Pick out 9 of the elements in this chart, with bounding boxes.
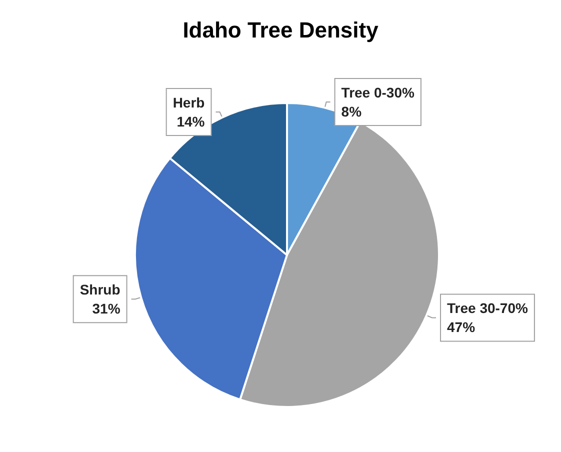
slice-label: Shrub [80, 282, 120, 298]
data-label: 47% [447, 319, 476, 336]
slice-label: Tree 0-30% [341, 84, 416, 100]
data-label: 14% [176, 114, 206, 130]
slice-label: Herb [172, 94, 205, 111]
chart-title: Idaho Tree Density [182, 18, 380, 42]
data-label: 31% [92, 300, 121, 317]
slice-label: Tree 30-70% [447, 300, 528, 316]
data-label: 8% [341, 103, 362, 120]
